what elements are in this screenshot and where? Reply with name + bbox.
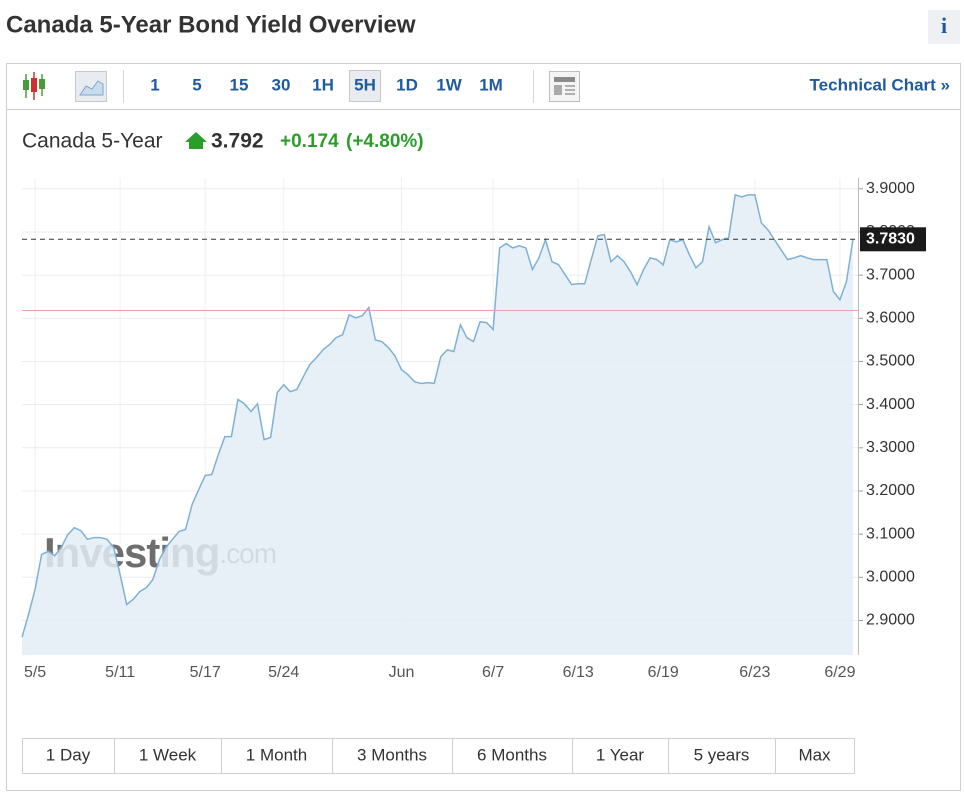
range-button[interactable]: 3 Months [332, 738, 453, 774]
y-tick-label: 2.9000 [866, 612, 915, 629]
interval-button[interactable]: 1 [150, 75, 159, 94]
interval-button[interactable]: 1D [396, 75, 418, 94]
range-button-bg [114, 738, 222, 774]
range-button-bg [332, 738, 453, 774]
last-value-badge [860, 227, 926, 252]
area-chart-button[interactable] [75, 71, 107, 102]
page-title: Canada 5-Year Bond Yield Overview [6, 11, 416, 38]
icon-bar [554, 85, 562, 95]
y-tick-label: 3.5000 [866, 353, 915, 370]
interval-button[interactable]: 1M [479, 75, 503, 94]
panel-border [6, 63, 961, 791]
range-label: 3 Months [357, 745, 427, 764]
range-label: 1 Week [139, 745, 197, 764]
x-tick-label: 5/24 [268, 664, 299, 681]
area-line [21, 193, 854, 638]
news-button[interactable] [549, 71, 580, 102]
range-button[interactable]: 5 years [668, 738, 776, 774]
quote-change: +0.174 [280, 131, 339, 152]
interval-label: 1W [436, 75, 462, 94]
interval-button[interactable]: 5H [349, 70, 381, 102]
info-button-bg [928, 10, 960, 44]
interval-label: 1H [312, 75, 334, 94]
range-group: 1 Day 1 Week 1 Month 3 Months 6 Months 1 Year… [22, 738, 855, 774]
range-label: 6 Months [477, 745, 547, 764]
up-arrow [185, 132, 207, 149]
icon-candle [31, 78, 37, 92]
info-icon: i [941, 13, 947, 38]
range-button[interactable]: Max [775, 738, 855, 774]
x-tick-label: 5/11 [105, 664, 135, 681]
icon-candle [39, 79, 45, 89]
range-button-bg [775, 738, 855, 774]
plot: 3.90003.80003.70003.60003.50003.40003.30… [21, 178, 926, 681]
area-fill [22, 194, 853, 655]
range-button-bg [22, 738, 115, 774]
interval-label: 5H [354, 75, 376, 94]
icon-lines [565, 85, 575, 95]
interval-label: 1 [150, 75, 159, 94]
range-button[interactable]: 1 Month [221, 738, 333, 774]
y-tick-label: 3.2000 [866, 482, 915, 499]
range-label: 5 years [694, 745, 750, 764]
quote-price: 3.792 [211, 130, 264, 153]
y-tick-label: 3.3000 [866, 439, 915, 456]
interval-button[interactable]: 30 [272, 75, 291, 94]
x-tick-label: 6/7 [482, 664, 504, 681]
interval-group: 1 5 15 30 1H 5H 1D 1W 1M [150, 70, 503, 102]
x-tick-label: 6/13 [563, 664, 594, 681]
x-tick-label: 5/17 [190, 664, 221, 681]
y-tick-label: 3.6000 [866, 310, 915, 327]
range-button-bg [572, 738, 669, 774]
interval-label: 1M [479, 75, 503, 94]
selected-bg [349, 70, 381, 102]
y-tick-label: 3.1000 [866, 525, 915, 542]
icon-candle [23, 80, 29, 90]
range-label: 1 Day [46, 745, 91, 764]
interval-label: 30 [272, 75, 291, 94]
range-button[interactable]: 1 Week [114, 738, 222, 774]
interval-label: 5 [192, 75, 201, 94]
y-tick-label: 3.7000 [866, 266, 915, 283]
x-tick-label: 6/19 [648, 664, 679, 681]
range-button[interactable]: 1 Year [572, 738, 669, 774]
interval-button[interactable]: 1W [436, 75, 462, 94]
technical-chart-link[interactable]: Technical Chart » [810, 75, 950, 94]
y-tick-label: 3.4000 [866, 396, 915, 413]
quote-name: Canada 5-Year [22, 130, 163, 153]
quote-change-pct: (+4.80%) [346, 131, 424, 152]
icon-bar [554, 77, 575, 82]
x-tick-label: 5/5 [24, 664, 46, 681]
interval-button[interactable]: 1H [312, 75, 334, 94]
interval-button[interactable]: 5 [192, 75, 201, 94]
icon-area [79, 80, 104, 96]
interval-label: 1D [396, 75, 418, 94]
range-label: 1 Month [246, 745, 307, 764]
info-button[interactable]: i [928, 10, 960, 44]
range-button[interactable]: 1 Day [22, 738, 115, 774]
range-button-bg [452, 738, 573, 774]
range-button-bg [221, 738, 333, 774]
interval-button[interactable]: 15 [230, 75, 249, 94]
x-tick-label: 6/23 [739, 664, 770, 681]
range-label: Max [798, 745, 831, 764]
range-button[interactable]: 6 Months [452, 738, 573, 774]
last-value-label: 3.7830 [866, 231, 915, 248]
y-tick-label: 3.0000 [866, 569, 915, 586]
candlestick-button[interactable] [23, 72, 45, 100]
x-labels: 5/5 5/11 5/17 5/24 Jun 6/7 6/13 6/19 6/23 6/29 [24, 664, 856, 681]
range-label: 1 Year [596, 745, 645, 764]
y-tick-label: 3.9000 [866, 180, 915, 197]
interval-label: 15 [230, 75, 249, 94]
x-tick-label: 6/29 [824, 664, 855, 681]
x-tick-label: Jun [389, 664, 415, 681]
